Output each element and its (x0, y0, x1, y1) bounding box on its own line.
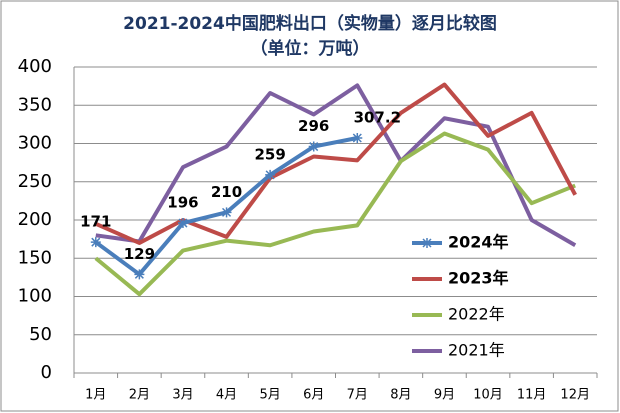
y-tick-label: 50 (29, 324, 52, 345)
y-tick-label: 200 (18, 209, 52, 230)
legend-label: 2024年 (448, 233, 509, 252)
x-tick-label: 1月 (85, 388, 106, 403)
x-tick-label: 2月 (129, 388, 150, 403)
y-tick-label: 250 (18, 171, 52, 192)
data-label: 171 (80, 213, 111, 231)
legend-label: 2022年 (448, 305, 505, 324)
point-marker (265, 169, 276, 180)
series-line (94, 82, 577, 245)
y-tick-label: 0 (41, 362, 52, 383)
series-line (94, 131, 576, 297)
x-tick-label: 7月 (347, 388, 368, 403)
y-tick-label: 300 (18, 133, 52, 154)
x-tick-label: 5月 (259, 388, 280, 403)
x-tick-label: 9月 (434, 388, 455, 403)
x-tick-label: 10月 (473, 388, 503, 403)
x-tick-label: 11月 (517, 388, 547, 403)
data-label: 307.2 (354, 108, 401, 126)
point-marker (308, 141, 319, 152)
data-label: 210 (211, 183, 242, 201)
y-tick-label: 150 (18, 247, 52, 268)
data-label: 196 (167, 194, 198, 212)
chart-title: 2021-2024中国肥料出口（实物量）逐月比较图 (123, 13, 497, 34)
x-tick-label: 12月 (560, 388, 590, 403)
data-label: 259 (254, 145, 285, 163)
x-tick-label: 3月 (172, 388, 193, 403)
data-label: 129 (124, 245, 155, 263)
point-marker (90, 237, 101, 248)
legend-label: 2023年 (448, 269, 509, 288)
legend-label: 2021年 (448, 341, 505, 360)
y-tick-label: 350 (18, 94, 52, 115)
x-tick-label: 4月 (216, 388, 237, 403)
x-tick-label: 6月 (303, 388, 324, 403)
point-marker (221, 207, 232, 218)
point-marker (177, 218, 188, 229)
point-marker (134, 269, 145, 280)
legend-marker (422, 238, 432, 248)
chart-subtitle: （单位：万吨） (251, 38, 370, 59)
y-tick-label: 100 (18, 286, 52, 307)
data-label: 296 (298, 117, 329, 135)
point-marker (352, 132, 363, 143)
series-line (95, 83, 577, 247)
x-tick-label: 8月 (390, 388, 411, 403)
y-tick-label: 400 (18, 56, 52, 77)
